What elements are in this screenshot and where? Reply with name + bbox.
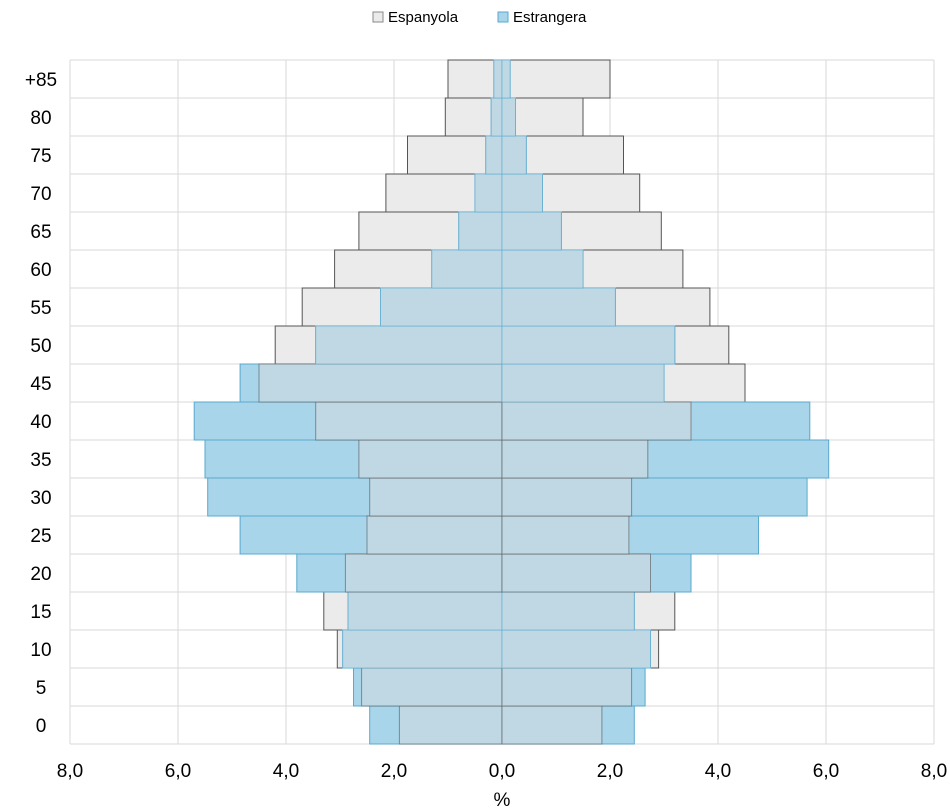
x-tick-label: 4,0 (273, 761, 299, 782)
y-tick-label: 60 (30, 260, 51, 281)
y-tick-label: 35 (30, 450, 51, 471)
x-tick-label: 8,0 (921, 761, 947, 782)
x-tick-label: 2,0 (597, 761, 623, 782)
bar-overlap-right (502, 288, 616, 326)
bar-overlap-right (502, 98, 516, 136)
y-tick-label: 5 (36, 678, 47, 699)
x-tick-label: 0,0 (489, 761, 515, 782)
x-tick-label: 2,0 (381, 761, 407, 782)
bar-overlap-left (315, 326, 502, 364)
legend: Espanyola Estrangera (372, 9, 587, 26)
legend-swatch-espanyola (372, 11, 384, 23)
bar-overlap-left (485, 136, 502, 174)
x-tick-label: 8,0 (57, 761, 83, 782)
bar-espanyola-left (447, 59, 503, 99)
bar-overlap-right (502, 136, 527, 174)
bar-overlap-left (315, 402, 502, 440)
y-tick-label: 45 (30, 374, 51, 395)
bar-overlap-right (502, 174, 543, 212)
bar-overlap-right (502, 592, 635, 630)
bar-overlap-left (361, 668, 502, 706)
y-tick-label: +85 (25, 70, 57, 91)
bar-overlap-right (502, 706, 602, 744)
bar-overlap-left (399, 706, 502, 744)
legend-label-espanyola: Espanyola (388, 9, 459, 26)
x-tick-label: 6,0 (165, 761, 191, 782)
bar-overlap-left (380, 288, 502, 326)
x-tick-label: 6,0 (813, 761, 839, 782)
y-tick-label: 70 (30, 184, 51, 205)
y-tick-label: 10 (30, 640, 51, 661)
legend-swatch-estrangera (497, 11, 509, 23)
bar-overlap-right (502, 250, 583, 288)
bar-overlap-right (502, 212, 562, 250)
bar-overlap-left (348, 592, 502, 630)
y-tick-label: 30 (30, 488, 51, 509)
y-tick-label: 75 (30, 146, 51, 167)
bar-overlap-left (431, 250, 502, 288)
y-tick-label: 20 (30, 564, 51, 585)
bars-overlap (258, 59, 692, 745)
y-axis-tick-labels: 0 5 10 15 20 25 30 35 40 45 50 55 60 65 70 75 80 +85 (25, 70, 57, 737)
bar-overlap-right (502, 440, 648, 478)
y-tick-label: 15 (30, 602, 51, 623)
bar-overlap-left (342, 630, 502, 668)
y-tick-label: 65 (30, 222, 51, 243)
bar-overlap-right (502, 478, 632, 516)
bar-overlap-right (502, 668, 632, 706)
x-axis-title: % (494, 790, 511, 809)
y-tick-label: 50 (30, 336, 51, 357)
y-tick-label: 80 (30, 108, 51, 129)
bar-overlap-right (502, 402, 691, 440)
bar-overlap-right (502, 364, 664, 402)
bar-overlap-right (502, 630, 651, 668)
bar-overlap-outline-right (501, 59, 511, 99)
bar-overlap-left (259, 364, 502, 402)
bar-overlap-right (502, 516, 629, 554)
bar-espanyola-right (501, 59, 611, 99)
bar-overlap-left (358, 440, 502, 478)
y-tick-label: 55 (30, 298, 51, 319)
bar-overlap-left (493, 60, 502, 98)
bar-overlap-left (458, 212, 502, 250)
bar-overlap-right (502, 60, 511, 98)
bar-overlap-right (502, 326, 675, 364)
x-tick-label: 4,0 (705, 761, 731, 782)
y-tick-label: 25 (30, 526, 51, 547)
bar-overlap-left (345, 554, 502, 592)
y-tick-label: 40 (30, 412, 51, 433)
bar-overlap-left (367, 516, 502, 554)
bar-overlap-right (502, 554, 651, 592)
legend-label-estrangera: Estrangera (513, 9, 587, 26)
bar-overlap-left (475, 174, 502, 212)
bar-overlap-left (491, 98, 502, 136)
y-tick-label: 0 (36, 716, 47, 737)
x-axis-tick-labels: 8,0 6,0 4,0 2,0 0,0 2,0 4,0 6,0 8,0 (57, 761, 947, 782)
bar-overlap-left (369, 478, 502, 516)
